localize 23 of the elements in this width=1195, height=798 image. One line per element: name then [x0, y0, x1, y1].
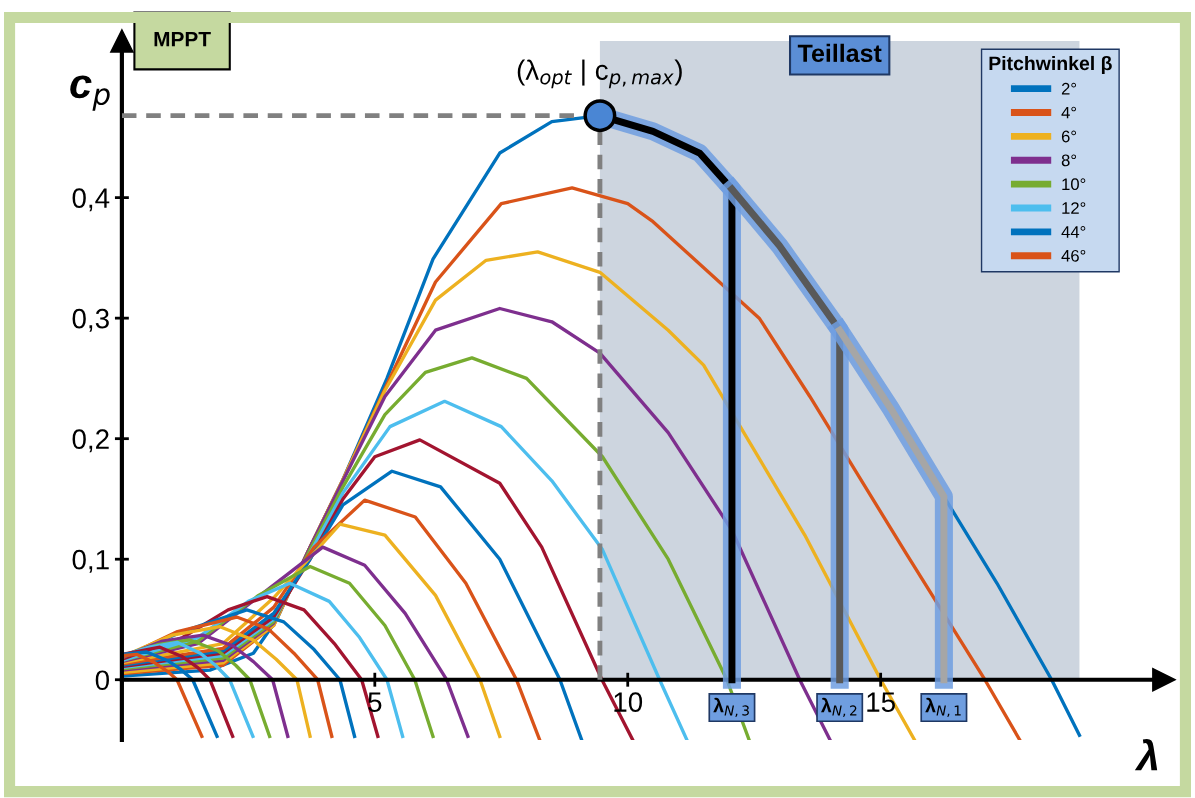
- x-tick-label: 10: [614, 692, 643, 712]
- legend-label: 4°: [1061, 106, 1077, 119]
- y-tick-label: 0,3: [72, 308, 109, 332]
- x-axis-title: λ: [1134, 738, 1158, 771]
- legend-label: 10°: [1062, 178, 1086, 191]
- y-tick-label: 0,2: [72, 429, 109, 453]
- annotation: MPPT: [154, 31, 211, 47]
- annotation: λ$_{N,3}$: [713, 697, 749, 718]
- annotation: (λ$_{opt}$ | c$_{p,max}$): [517, 59, 682, 89]
- y-tick-label: 0,4: [72, 188, 110, 212]
- legend-label: 44°: [1061, 226, 1086, 238]
- legend-label: 12°: [1062, 202, 1086, 214]
- y-tick-label: 0: [95, 670, 109, 691]
- y-tick-label: 0,1: [72, 549, 109, 573]
- legend-title: Pitchwinkel β: [989, 55, 1112, 75]
- legend-label: 2°: [1061, 82, 1077, 95]
- annotation: λ$_{N,2}$: [821, 697, 857, 718]
- legend-label: 8°: [1061, 154, 1077, 167]
- legend-label: 6°: [1061, 130, 1077, 143]
- annotation: λ$_{N,1}$: [925, 697, 961, 718]
- band-label: Teillast: [797, 43, 882, 63]
- legend-label: 46°: [1061, 249, 1086, 262]
- y-axis-title: c$_{p}$: [70, 75, 110, 111]
